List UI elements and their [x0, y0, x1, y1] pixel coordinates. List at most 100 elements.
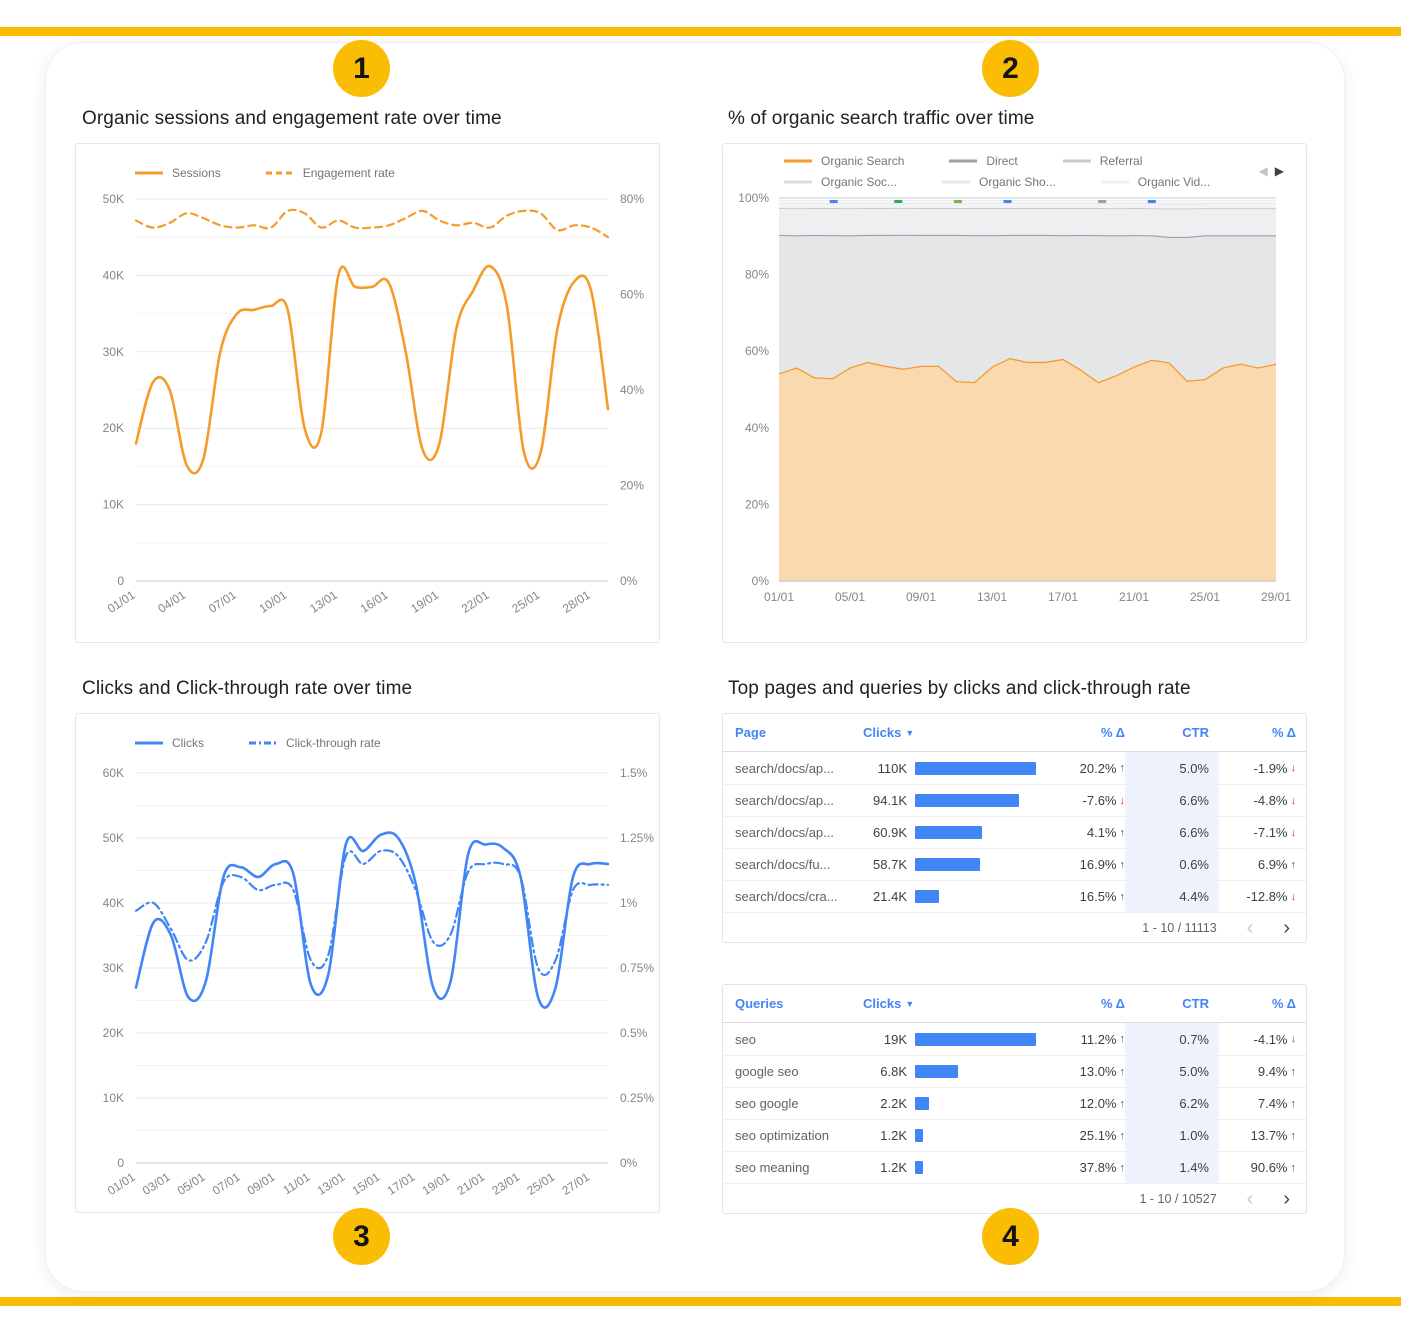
axis-label: 05/01: [175, 1170, 208, 1198]
ctr-delta: -1.9% ↓: [1253, 760, 1296, 776]
row-name: search/docs/cra...: [735, 889, 838, 904]
row-name: seo meaning: [735, 1160, 810, 1175]
ctr-delta: 7.4% ↑: [1257, 1096, 1296, 1111]
arrow-down-icon: ↓: [1290, 826, 1297, 839]
clicks-delta: 20.2% ↑: [1079, 760, 1125, 776]
axis-label: 17/01: [385, 1170, 418, 1198]
axis-label: 21/01: [454, 1170, 487, 1198]
arrow-up-icon: ↑: [1290, 1161, 1297, 1174]
axis-label: 10K: [103, 498, 124, 512]
clicks-legend: Clicks Click-through rate: [134, 736, 381, 750]
axis-label: 05/01: [835, 590, 865, 604]
chart-title-sessions: Organic sessions and engagement rate ove…: [82, 108, 502, 129]
table-row[interactable]: search/docs/fu... 58.7K 16.9% ↑ 0.6% 6.9% ↑: [723, 848, 1306, 880]
column-header-clicks-delta[interactable]: % Δ: [1100, 725, 1125, 740]
axis-label: 19/01: [408, 588, 441, 616]
clicks-bar: [915, 858, 980, 871]
clicks-bar: [915, 1097, 929, 1110]
table-row[interactable]: search/docs/cra... 21.4K 16.5% ↑ 4.4% -12.8% ↓: [723, 880, 1306, 912]
axis-label: 0.5%: [620, 1026, 648, 1040]
scroll-left-icon[interactable]: ◀: [1258, 164, 1268, 178]
top-series-mark: [829, 200, 838, 203]
clicks-delta: -7.6% ↓: [1082, 793, 1125, 808]
prev-page-icon[interactable]: ‹: [1246, 1187, 1254, 1210]
axis-label: 29/01: [1261, 590, 1291, 604]
axis-label: 100%: [738, 191, 769, 205]
axis-label: 09/01: [906, 590, 936, 604]
column-header-ctr[interactable]: CTR: [1182, 996, 1209, 1011]
axis-label: 0: [117, 574, 124, 588]
prev-page-icon[interactable]: ‹: [1246, 916, 1254, 939]
sessions-legend: Sessions Engagement rate: [134, 166, 395, 180]
table-row[interactable]: seo optimization 1.2K 25.1% ↑ 1.0% 13.7% ↑: [723, 1119, 1306, 1151]
column-header-ctr-delta[interactable]: % Δ: [1271, 725, 1296, 740]
axis-label: 1.5%: [620, 766, 648, 780]
axis-label: 15/01: [350, 1170, 383, 1198]
axis-label: 20K: [103, 1026, 124, 1040]
clicks-chart-canvas[interactable]: 60K 50K 40K 30K 20K 10K 0 1.5% 1.25% 1% 0.75% 0.5% 0…: [76, 714, 661, 1214]
arrow-up-icon: ↑: [1119, 858, 1126, 871]
ctr-value: 6.6%: [1125, 785, 1219, 816]
clicks-value: 110K: [877, 760, 907, 776]
traffic-chart-canvas[interactable]: 100% 80% 60% 40% 20% 0% 01/01 05/01 09/01 13/01 17…: [723, 144, 1308, 644]
sort-desc-icon[interactable]: ▼: [905, 727, 915, 738]
table-row[interactable]: search/docs/ap... 110K 20.2% ↑ 5.0% -1.9% ↓: [723, 752, 1306, 784]
axis-label: 0.25%: [620, 1091, 654, 1105]
legend-pager: ◀ ▶: [1259, 164, 1284, 178]
table-row[interactable]: google seo 6.8K 13.0% ↑ 5.0% 9.4% ↑: [723, 1055, 1306, 1087]
top-series-mark: [1003, 200, 1012, 203]
legend-swatch-icon: [784, 180, 812, 184]
legend-swatch-icon: [249, 741, 277, 745]
scroll-right-icon[interactable]: ▶: [1274, 164, 1284, 178]
ctr-value: 0.7%: [1125, 1023, 1219, 1055]
clicks-chart-panel: 60K 50K 40K 30K 20K 10K 0 1.5% 1.25% 1% 0.75% 0.5% 0…: [75, 713, 660, 1213]
clicks-value: 19K: [883, 1031, 907, 1047]
next-page-icon[interactable]: ›: [1283, 1187, 1290, 1210]
axis-label: 0.75%: [620, 961, 654, 975]
top-series-mark: [1147, 200, 1156, 203]
table-row[interactable]: seo 19K 11.2% ↑ 0.7% -4.1% ↓: [723, 1023, 1306, 1055]
chart-title-traffic: % of organic search traffic over time: [728, 108, 1035, 129]
clicks-delta: 4.1% ↑: [1086, 825, 1125, 840]
axis-label: 07/01: [210, 1170, 243, 1198]
table-row[interactable]: search/docs/ap... 60.9K 4.1% ↑ 6.6% -7.1% ↓: [723, 816, 1306, 848]
clicks-value: 6.8K: [880, 1064, 907, 1079]
column-header-page[interactable]: Page: [735, 725, 767, 740]
axis-label: 0%: [620, 1156, 638, 1170]
ctr-value: 5.0%: [1125, 752, 1219, 784]
traffic-legend: Organic Search Direct Referral Organic Soc.…: [783, 154, 1210, 189]
ctr-delta: 90.6% ↑: [1250, 1160, 1297, 1175]
axis-label: 22/01: [459, 588, 492, 616]
column-header-ctr-delta[interactable]: % Δ: [1271, 996, 1296, 1011]
table-row[interactable]: search/docs/ap... 94.1K -7.6% ↓ 6.6% -4.8% ↓: [723, 784, 1306, 816]
clicks-delta: 13.0% ↑: [1079, 1064, 1125, 1079]
arrow-up-icon: ↑: [1119, 1033, 1126, 1045]
column-header-ctr[interactable]: CTR: [1182, 725, 1209, 740]
axis-label: 60%: [620, 288, 644, 302]
axis-label: 23/01: [489, 1170, 522, 1198]
clicks-delta: 12.0% ↑: [1079, 1096, 1125, 1111]
legend-item-click-through-rate: Click-through rate: [248, 736, 381, 750]
legend-swatch-icon: [1100, 180, 1129, 184]
clicks-bar: [915, 1032, 1036, 1046]
axis-label: 50K: [103, 831, 124, 845]
axis-label: 1%: [620, 896, 638, 910]
column-header-clicks[interactable]: Clicks ▼: [863, 996, 915, 1011]
top-accent-bar: [0, 27, 1401, 36]
column-header-clicks-delta[interactable]: % Δ: [1100, 996, 1125, 1011]
column-header-queries[interactable]: Queries: [735, 996, 784, 1011]
legend-item-organic-soc: Organic Soc...: [783, 175, 897, 189]
next-page-icon[interactable]: ›: [1283, 916, 1290, 939]
axis-label: 0: [117, 1156, 124, 1170]
column-header-clicks[interactable]: Clicks ▼: [863, 725, 915, 740]
table-row[interactable]: seo google 2.2K 12.0% ↑ 6.2% 7.4% ↑: [723, 1087, 1306, 1119]
sort-desc-icon[interactable]: ▼: [905, 998, 915, 1009]
legend-swatch-icon: [942, 180, 971, 184]
sessions-chart-canvas[interactable]: 50K 40K 30K 20K 10K 0 80% 60% 40% 20% 0% 01/01 04/01…: [76, 144, 661, 644]
arrow-down-icon: ↓: [1290, 1033, 1297, 1045]
axis-label: 40K: [103, 268, 124, 282]
table-row[interactable]: seo meaning 1.2K 37.8% ↑ 1.4% 90.6% ↑: [723, 1151, 1306, 1183]
axis-label: 1.25%: [620, 831, 654, 845]
ctr-value: 4.4%: [1125, 881, 1219, 912]
row-name: google seo: [735, 1064, 799, 1079]
